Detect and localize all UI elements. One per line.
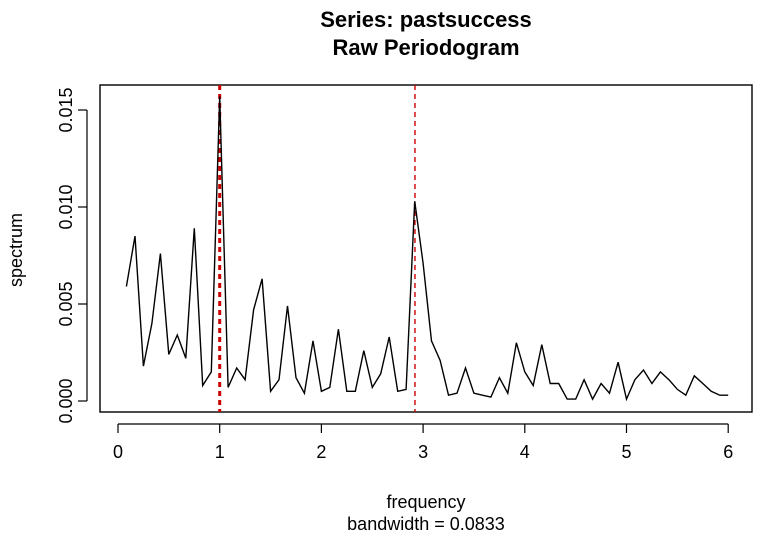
y-tick-label: 0.005 (56, 281, 76, 326)
x-tick-label: 4 (520, 442, 530, 462)
chart-title: Series: pastsuccess (320, 7, 532, 32)
y-tick-label: 0.000 (56, 378, 76, 423)
plot-frame (99, 84, 753, 413)
bandwidth-label: bandwidth = 0.0833 (347, 514, 505, 534)
x-tick-label: 3 (418, 442, 428, 462)
y-axis-label: spectrum (6, 213, 26, 287)
chart-subtitle: Raw Periodogram (332, 35, 519, 60)
x-tick-label: 6 (723, 442, 733, 462)
y-tick-label: 0.010 (56, 184, 76, 229)
x-tick-label: 5 (621, 442, 631, 462)
x-tick-label: 0 (113, 442, 123, 462)
spectrum-line (125, 96, 729, 402)
plot-area: 0 1 2 3 4 5 6 0.000 0.005 0.010 0.015 (56, 84, 753, 462)
x-axis-label: frequency (386, 492, 465, 512)
y-tick-label: 0.015 (56, 87, 76, 132)
x-tick-label: 1 (215, 442, 225, 462)
x-tick-label: 2 (316, 442, 326, 462)
